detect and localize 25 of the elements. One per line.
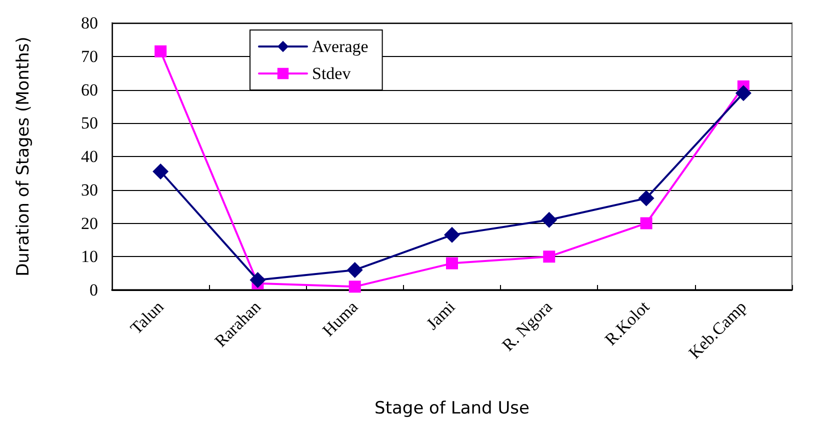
y-tick-label: 50	[81, 114, 98, 133]
point	[640, 217, 652, 230]
point	[541, 212, 558, 228]
point	[735, 85, 752, 102]
y-tick-label: 10	[81, 247, 98, 266]
y-tick-label: 0	[90, 280, 98, 300]
y-tick-label: 80	[81, 14, 98, 32]
point	[348, 280, 361, 293]
point	[444, 226, 460, 243]
point	[154, 45, 167, 58]
legend-label: Average	[312, 37, 368, 56]
y-tick-label: 30	[81, 180, 98, 200]
y-tick-label: 70	[81, 46, 98, 66]
x-axis-title: Stage of Land Use	[374, 398, 530, 418]
point	[638, 190, 654, 206]
legend-label: Stdev	[312, 64, 352, 83]
point	[346, 262, 363, 278]
y-axis-title: Duration of Stages (Months)	[14, 36, 34, 276]
y-tick-label: 60	[81, 80, 98, 100]
point	[152, 164, 169, 180]
y-tick-label: 20	[81, 214, 98, 233]
point	[250, 272, 266, 288]
point	[446, 257, 458, 270]
y-tick-label: 40	[81, 147, 98, 166]
point	[543, 250, 556, 263]
